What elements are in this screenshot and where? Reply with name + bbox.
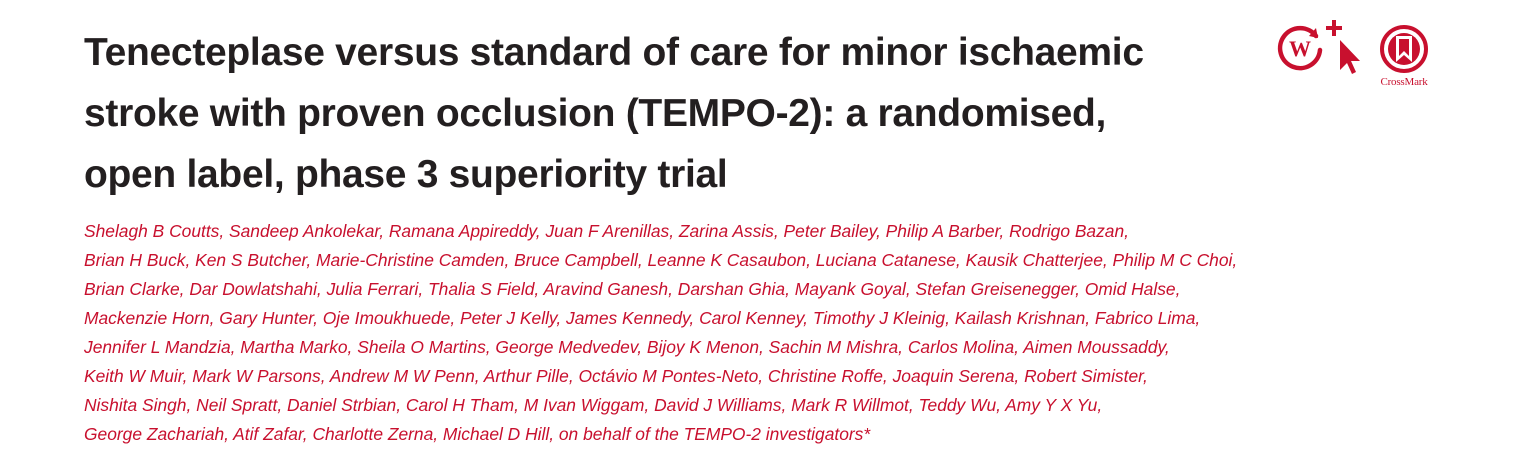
author-line: Shelagh B Coutts, Sandeep Ankolekar, Ram… (84, 221, 1129, 241)
article-tools: W CrossMark (1270, 18, 1450, 93)
author-line: Nishita Singh, Neil Spratt, Daniel Strbi… (84, 395, 1103, 415)
article-title: Tenecteplase versus standard of care for… (84, 22, 1234, 205)
web-extra-icon[interactable]: W (1276, 24, 1324, 72)
crossmark-icon[interactable]: CrossMark (1374, 22, 1434, 90)
author-line: Jennifer L Mandzia, Martha Marko, Sheila… (84, 337, 1170, 357)
author-line: Brian Clarke, Dar Dowlatshahi, Julia Fer… (84, 279, 1181, 299)
title-line: stroke with proven occlusion (TEMPO-2): … (84, 92, 1107, 135)
svg-text:W: W (1289, 36, 1311, 61)
title-line: Tenecteplase versus standard of care for… (84, 31, 1144, 74)
crossmark-label: CrossMark (1380, 76, 1428, 88)
add-to-library-icon[interactable] (1324, 18, 1364, 78)
author-line: Mackenzie Horn, Gary Hunter, Oje Imoukhu… (84, 308, 1201, 328)
title-line: open label, phase 3 superiority trial (84, 153, 728, 196)
author-list: Shelagh B Coutts, Sandeep Ankolekar, Ram… (84, 217, 1237, 449)
author-line: Brian H Buck, Ken S Butcher, Marie-Chris… (84, 250, 1238, 270)
author-line: George Zachariah, Atif Zafar, Charlotte … (84, 424, 871, 444)
author-line: Keith W Muir, Mark W Parsons, Andrew M W… (84, 366, 1148, 386)
